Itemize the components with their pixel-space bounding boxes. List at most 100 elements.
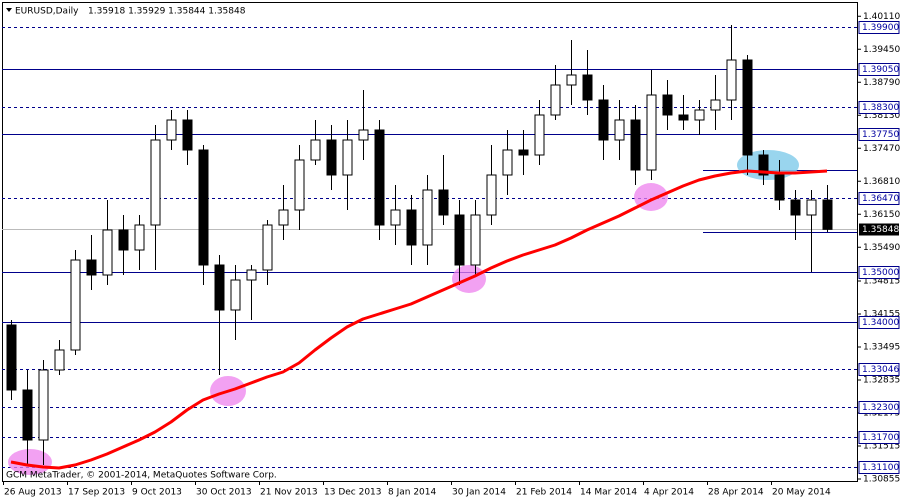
level-label: 1.39050 bbox=[862, 65, 899, 75]
candle-body bbox=[406, 209, 417, 246]
y-tick-label: 1.36810 bbox=[863, 177, 900, 187]
candle-body bbox=[230, 279, 241, 311]
level-label: 1.37750 bbox=[862, 130, 899, 140]
x-tick-label: 28 Apr 2014 bbox=[708, 488, 764, 498]
candle-body bbox=[246, 269, 257, 281]
level-label: 1.32300 bbox=[862, 403, 899, 413]
candle-body bbox=[342, 139, 353, 176]
level-label-box bbox=[858, 63, 900, 76]
candle-body bbox=[390, 209, 401, 226]
y-tick-label: 1.34815 bbox=[863, 277, 900, 287]
candle-body bbox=[214, 264, 225, 311]
x-tick-label: 21 Nov 2013 bbox=[260, 488, 318, 498]
candle-body bbox=[790, 199, 801, 216]
candle-body bbox=[22, 389, 33, 441]
candle-body bbox=[326, 139, 337, 176]
candle-body bbox=[710, 99, 721, 111]
chart-subtitle: 1.35918 1.35929 1.35844 1.35848 bbox=[88, 7, 246, 17]
candle-body bbox=[262, 224, 273, 271]
candle-body bbox=[486, 174, 497, 216]
plot-frame bbox=[2, 2, 858, 482]
candle-body bbox=[678, 114, 689, 121]
x-tick-label: 26 Aug 2013 bbox=[4, 488, 62, 498]
candle-body bbox=[358, 129, 369, 141]
candle-body bbox=[662, 94, 673, 116]
candle-body bbox=[310, 139, 321, 161]
chart-title: EURUSD,Daily bbox=[15, 7, 79, 17]
candle-body bbox=[646, 94, 657, 171]
x-tick-label: 30 Oct 2013 bbox=[196, 488, 252, 498]
level-label-box bbox=[858, 461, 900, 474]
candle-body bbox=[758, 154, 769, 176]
y-tick-label: 1.31515 bbox=[863, 442, 900, 452]
y-tick-label: 1.38130 bbox=[863, 111, 900, 121]
y-tick-label: 1.40110 bbox=[863, 12, 900, 22]
level-label-box bbox=[858, 363, 900, 376]
level-label: 1.36470 bbox=[862, 194, 899, 204]
x-tick-label: 14 Mar 2014 bbox=[580, 488, 637, 498]
highlight-ellipse bbox=[8, 449, 52, 475]
candle-body bbox=[582, 74, 593, 101]
x-tick-label: 13 Dec 2013 bbox=[324, 488, 382, 498]
candle-body bbox=[822, 199, 833, 230]
level-label: 1.33046 bbox=[862, 365, 899, 375]
level-label: 1.35000 bbox=[862, 268, 899, 278]
candle-body bbox=[166, 119, 177, 141]
level-label-box bbox=[858, 266, 900, 279]
candle-body bbox=[54, 349, 65, 371]
level-label-box bbox=[858, 192, 900, 205]
price-label: 1.35848 bbox=[862, 225, 899, 235]
x-tick-label: 8 Jan 2014 bbox=[388, 488, 436, 498]
level-label: 1.38300 bbox=[862, 103, 899, 113]
y-tick-label: 1.34155 bbox=[863, 310, 900, 320]
candle-body bbox=[102, 229, 113, 276]
candle-body bbox=[438, 189, 449, 216]
y-tick-label: 1.38790 bbox=[863, 78, 900, 88]
candle-body bbox=[630, 119, 641, 171]
candle-body bbox=[518, 149, 529, 156]
x-tick-label: 21 Feb 2014 bbox=[516, 488, 572, 498]
candle-body bbox=[134, 224, 145, 251]
copyright: GCM MetaTrader, © 2001-2014, MetaQuotes … bbox=[6, 471, 277, 481]
candle-body bbox=[534, 114, 545, 156]
x-tick-label: 9 Oct 2013 bbox=[132, 488, 182, 498]
x-tick-label: 4 Apr 2014 bbox=[644, 488, 694, 498]
y-tick-label: 1.37470 bbox=[863, 144, 900, 154]
candle-body bbox=[774, 174, 785, 201]
x-tick-label: 20 May 2014 bbox=[772, 488, 831, 498]
candle-body bbox=[422, 189, 433, 246]
y-tick-label: 1.36150 bbox=[863, 210, 900, 220]
candle-body bbox=[694, 109, 705, 121]
candle-body bbox=[374, 129, 385, 226]
level-label-box bbox=[858, 128, 900, 141]
candle-body bbox=[6, 324, 17, 391]
candle-body bbox=[118, 229, 129, 251]
y-tick-label: 1.33495 bbox=[863, 343, 900, 353]
candle-body bbox=[150, 139, 161, 226]
y-tick-label: 1.39450 bbox=[863, 45, 900, 55]
candle-body bbox=[278, 209, 289, 226]
candle-body bbox=[294, 159, 305, 211]
level-label-box bbox=[858, 101, 900, 114]
candle-body bbox=[70, 259, 81, 351]
candle-body bbox=[182, 119, 193, 151]
level-label-box bbox=[858, 316, 900, 329]
candle-body bbox=[550, 84, 561, 116]
candle-body bbox=[454, 214, 465, 266]
candle-body bbox=[806, 199, 817, 216]
candle-body bbox=[502, 149, 513, 176]
level-label: 1.39900 bbox=[862, 23, 899, 33]
y-tick-label: 1.30855 bbox=[863, 475, 900, 485]
level-label: 1.31100 bbox=[862, 463, 899, 473]
candle-body bbox=[470, 214, 481, 266]
candle-body bbox=[566, 74, 577, 86]
x-tick-label: 17 Sep 2013 bbox=[68, 488, 125, 498]
price-label-box bbox=[859, 223, 899, 236]
candle-body bbox=[598, 99, 609, 141]
candle-body bbox=[38, 369, 49, 441]
moving-average bbox=[10, 169, 828, 470]
level-label-box bbox=[858, 401, 900, 414]
x-tick-label: 30 Jan 2014 bbox=[452, 488, 506, 498]
y-tick-label: 1.35490 bbox=[863, 243, 900, 253]
